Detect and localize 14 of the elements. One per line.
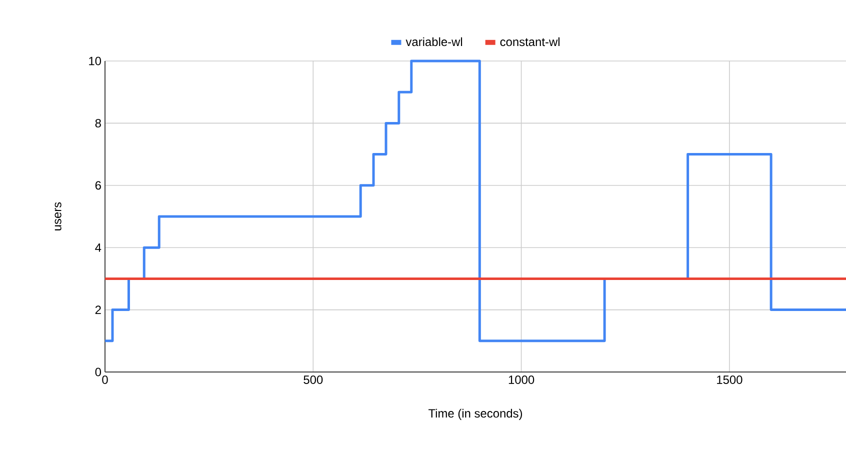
y-tick-label: 8 [95, 118, 101, 128]
y-tick-label: 6 [95, 181, 101, 190]
x-tick-label: 500 [304, 376, 323, 384]
legend-label: variable-wl [406, 37, 462, 46]
y-axis-title: users [54, 202, 62, 230]
legend-label: constant-wl [500, 37, 560, 46]
y-tick-label: 4 [95, 243, 102, 252]
y-tick-label: 0 [95, 368, 102, 376]
y-tick-label: 2 [95, 306, 101, 314]
x-tick-label: 1500 [717, 376, 742, 384]
x-tick-label: 0 [102, 376, 108, 384]
x-axis-title: Time (in seconds) [428, 408, 522, 420]
y-tick-label: 10 [89, 56, 102, 66]
x-tick-label: 1000 [508, 376, 534, 384]
